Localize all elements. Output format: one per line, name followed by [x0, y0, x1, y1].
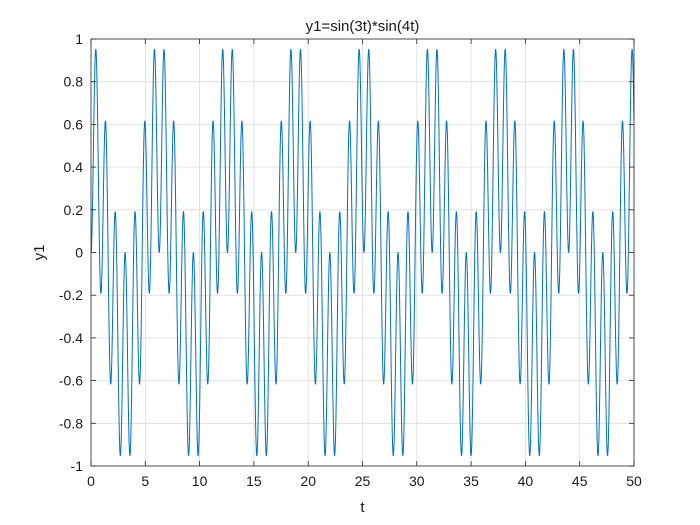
- x-tick-label: 30: [409, 473, 425, 489]
- y-tick-label: -0.4: [59, 330, 83, 346]
- tick-labels: 0 5 10 15 20 25 30 35 40 45 50 -1 -0.8 -0.6 -0.4 -0.2 0 0…: [59, 31, 642, 489]
- x-tick-label: 15: [246, 473, 262, 489]
- ticks: [90, 38, 635, 467]
- x-tick-label: 45: [572, 473, 588, 489]
- y-tick-label: 0.2: [64, 202, 84, 218]
- y-tick-label: 0: [75, 245, 83, 261]
- chart-title: y1=sin(3t)*sin(4t): [306, 18, 420, 35]
- y-tick-label: 0.8: [64, 74, 84, 90]
- x-tick-label: 35: [463, 473, 479, 489]
- x-tick-label: 0: [87, 473, 95, 489]
- x-tick-label: 25: [355, 473, 371, 489]
- y-tick-label: 0.6: [64, 116, 84, 132]
- y-tick-label: 1: [75, 31, 83, 47]
- series-line-y1: [90, 48, 635, 457]
- y-tick-label: -1: [71, 458, 84, 474]
- y-tick-label: -0.8: [59, 415, 83, 431]
- y-tick-label: -0.6: [59, 373, 83, 389]
- x-tick-label: 40: [518, 473, 534, 489]
- y-axis-label: y1: [31, 245, 48, 261]
- x-tick-label: 5: [141, 473, 149, 489]
- y-tick-label: -0.2: [59, 287, 83, 303]
- x-axis-label: t: [360, 499, 365, 516]
- x-tick-label: 10: [192, 473, 208, 489]
- x-tick-label: 20: [300, 473, 316, 489]
- x-tick-label: 50: [626, 473, 642, 489]
- y-tick-label: 0.4: [64, 159, 84, 175]
- series-layer: [90, 48, 635, 457]
